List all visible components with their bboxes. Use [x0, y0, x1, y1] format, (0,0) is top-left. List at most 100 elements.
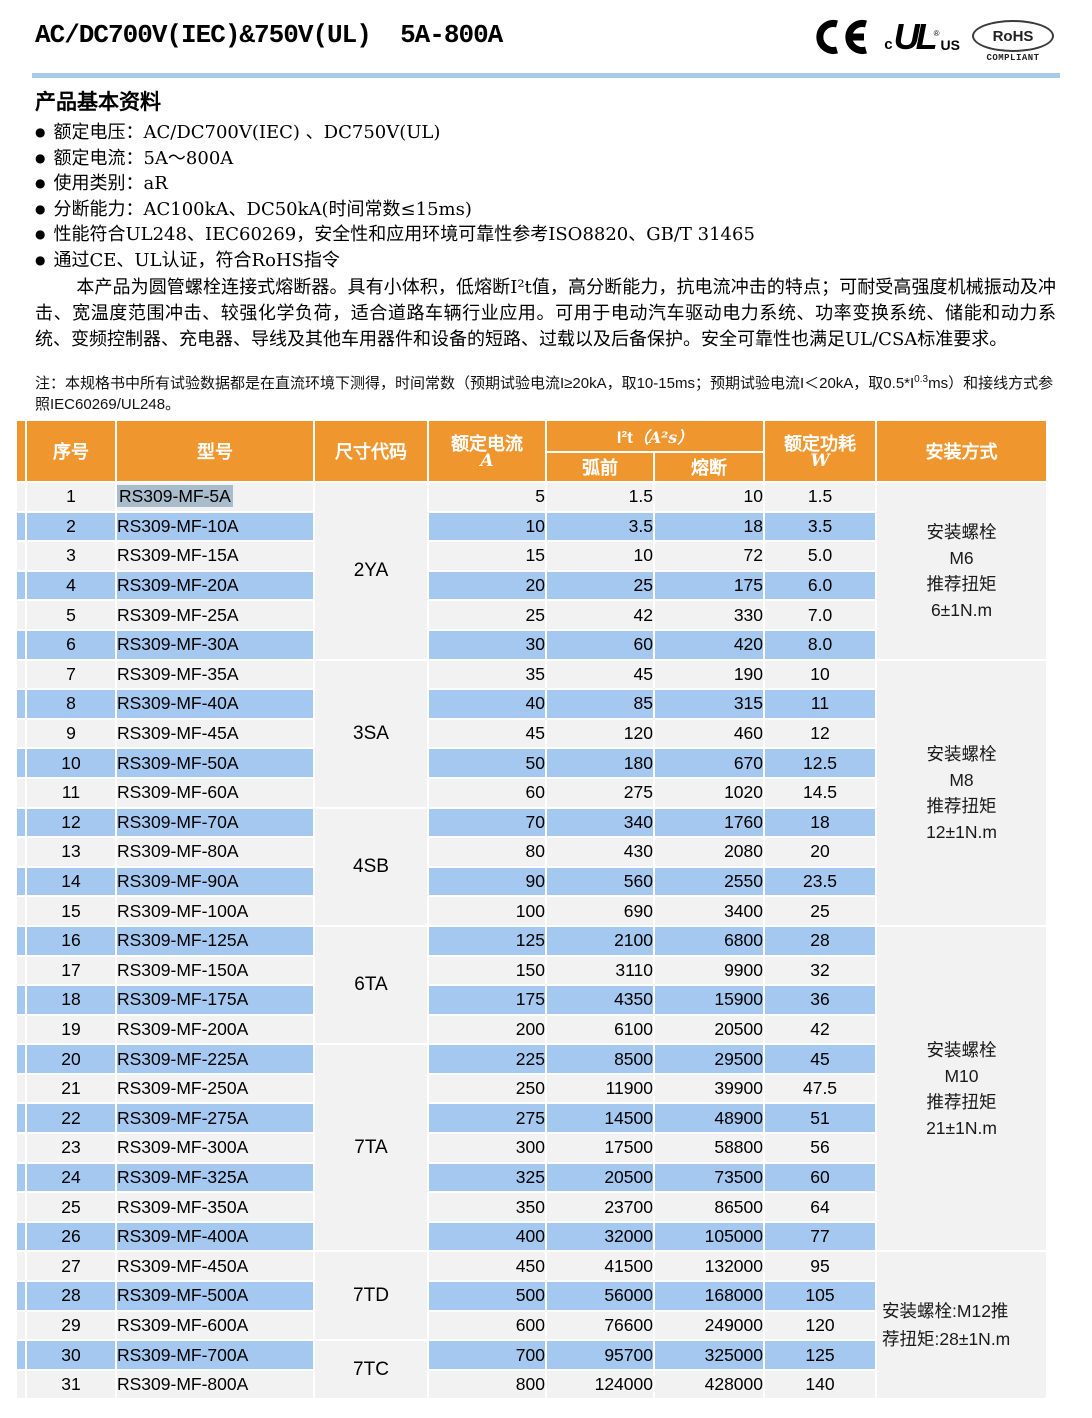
model-cell: RS309-MF-275A	[117, 1104, 313, 1132]
power-cell: 3.5	[765, 513, 875, 541]
edge-strip-cell	[17, 631, 25, 659]
mount-cell: 安装螺栓M6推荐扭矩6±1N.m	[877, 483, 1046, 659]
mount-line: 安装螺栓	[877, 519, 1046, 545]
bullet-dot-icon: ●	[35, 253, 45, 267]
model-cell: RS309-MF-400A	[117, 1223, 313, 1251]
edge-strip-cell	[17, 483, 25, 511]
note-superscript: 0.3	[914, 374, 928, 385]
melt-i2t-cell: 670	[655, 749, 763, 777]
edge-strip-cell	[17, 1104, 25, 1132]
row-number-cell: 3	[27, 542, 115, 570]
rated-current-cell: 600	[429, 1312, 545, 1340]
power-cell: 12.5	[765, 749, 875, 777]
rated-current-cell: 80	[429, 838, 545, 866]
power-cell: 42	[765, 1016, 875, 1044]
rated-current-cell: 200	[429, 1016, 545, 1044]
row-number-cell: 8	[27, 690, 115, 718]
row-number-cell: 16	[27, 927, 115, 955]
model-text: RS309-MF-30A	[117, 634, 239, 654]
edge-strip-cell	[17, 513, 25, 541]
power-cell: 45	[765, 1045, 875, 1073]
rohs-oval-icon: RoHS	[972, 20, 1054, 52]
row-number-cell: 10	[27, 749, 115, 777]
ul-c-label: c	[884, 37, 892, 52]
mount-cell: 安装螺栓:M12推荐扭矩:28±1N.m	[877, 1252, 1046, 1398]
prearc-i2t-cell: 6100	[547, 1016, 653, 1044]
model-cell: RS309-MF-700A	[117, 1341, 313, 1369]
model-cell: RS309-MF-600A	[117, 1312, 313, 1340]
rated-current-cell: 45	[429, 720, 545, 748]
model-text: RS309-MF-90A	[117, 871, 239, 891]
melt-i2t-cell: 428000	[655, 1371, 763, 1399]
edge-strip-cell	[17, 1252, 25, 1280]
spec-bullet-list: ●额定电压：AC/DC700V(IEC) 、DC750V(UL) ●额定电流：5…	[35, 120, 1092, 273]
melt-i2t-cell: 190	[655, 661, 763, 689]
power-cell: 120	[765, 1312, 875, 1340]
rated-current-cell: 90	[429, 868, 545, 896]
prearc-i2t-cell: 275	[547, 779, 653, 807]
test-note: 注：本规格书中所有试验数据都是在直流环境下测得，时间常数（预期试验电流I≥20k…	[35, 369, 1056, 415]
melt-i2t-cell: 18	[655, 513, 763, 541]
model-cell: RS309-MF-200A	[117, 1016, 313, 1044]
melt-i2t-cell: 9900	[655, 957, 763, 985]
prearc-i2t-cell: 2100	[547, 927, 653, 955]
power-cell: 140	[765, 1371, 875, 1399]
row-number-cell: 19	[27, 1016, 115, 1044]
melt-i2t-cell: 325000	[655, 1341, 763, 1369]
mount-line: 21±1N.m	[877, 1115, 1046, 1141]
power-cell: 6.0	[765, 572, 875, 600]
model-text: RS309-MF-400A	[117, 1226, 248, 1246]
power-cell: 56	[765, 1134, 875, 1162]
edge-strip-cell	[17, 690, 25, 718]
ce-mark-icon	[814, 18, 872, 56]
prearc-i2t-cell: 17500	[547, 1134, 653, 1162]
bullet-item: ●额定电流：5A～800A	[35, 146, 1092, 172]
bullet-text: 使用类别：aR	[53, 173, 167, 194]
bullet-text: 通过CE、UL认证，符合RoHS指令	[53, 250, 339, 271]
melt-i2t-cell: 20500	[655, 1016, 763, 1044]
model-text: RS309-MF-50A	[117, 753, 239, 773]
row-number-cell: 20	[27, 1045, 115, 1073]
edge-strip-cell	[17, 1371, 25, 1399]
model-cell: RS309-MF-350A	[117, 1193, 313, 1221]
rated-current-cell: 300	[429, 1134, 545, 1162]
rated-current-cell: 150	[429, 957, 545, 985]
model-cell: RS309-MF-20A	[117, 572, 313, 600]
rated-current-cell: 25	[429, 601, 545, 629]
row-number-cell: 5	[27, 601, 115, 629]
model-cell: RS309-MF-250A	[117, 1075, 313, 1103]
ul-us-label: US	[941, 38, 960, 52]
model-text: RS309-MF-300A	[117, 1137, 248, 1157]
power-cell: 5.0	[765, 542, 875, 570]
prearc-i2t-cell: 3.5	[547, 513, 653, 541]
model-cell: RS309-MF-15A	[117, 542, 313, 570]
model-text: RS309-MF-175A	[117, 989, 248, 1009]
edge-strip-cell	[17, 1164, 25, 1192]
header-i2t-unit: （A²s）	[633, 428, 693, 447]
header-edge-cell	[17, 421, 25, 481]
row-number-cell: 1	[27, 483, 115, 511]
table-row: 27RS309-MF-450A7TD4504150013200095安装螺栓:M…	[17, 1252, 1046, 1280]
size-code-cell: 7TA	[315, 1045, 427, 1250]
rohs-label: RoHS	[993, 28, 1034, 45]
model-text: RS309-MF-125A	[117, 930, 248, 950]
mount-cell: 安装螺栓M10推荐扭矩21±1N.m	[877, 927, 1046, 1251]
model-text: RS309-MF-20A	[117, 575, 239, 595]
power-cell: 125	[765, 1341, 875, 1369]
header-i2t: I²t（A²s）	[547, 421, 763, 451]
melt-i2t-cell: 460	[655, 720, 763, 748]
row-number-cell: 24	[27, 1164, 115, 1192]
model-cell: RS309-MF-90A	[117, 868, 313, 896]
rated-current-cell: 700	[429, 1341, 545, 1369]
bullet-dot-icon: ●	[35, 227, 45, 241]
prearc-i2t-cell: 124000	[547, 1371, 653, 1399]
melt-i2t-cell: 48900	[655, 1104, 763, 1132]
edge-strip-cell	[17, 897, 25, 925]
rated-current-cell: 20	[429, 572, 545, 600]
mount-line: M8	[877, 767, 1046, 793]
melt-i2t-cell: 86500	[655, 1193, 763, 1221]
prearc-i2t-cell: 1.5	[547, 483, 653, 511]
mount-line: 安装螺栓	[877, 741, 1046, 767]
spec-table-body: 1RS309-MF-5A2YA51.5101.5安装螺栓M6推荐扭矩6±1N.m…	[17, 483, 1046, 1398]
edge-strip-cell	[17, 749, 25, 777]
